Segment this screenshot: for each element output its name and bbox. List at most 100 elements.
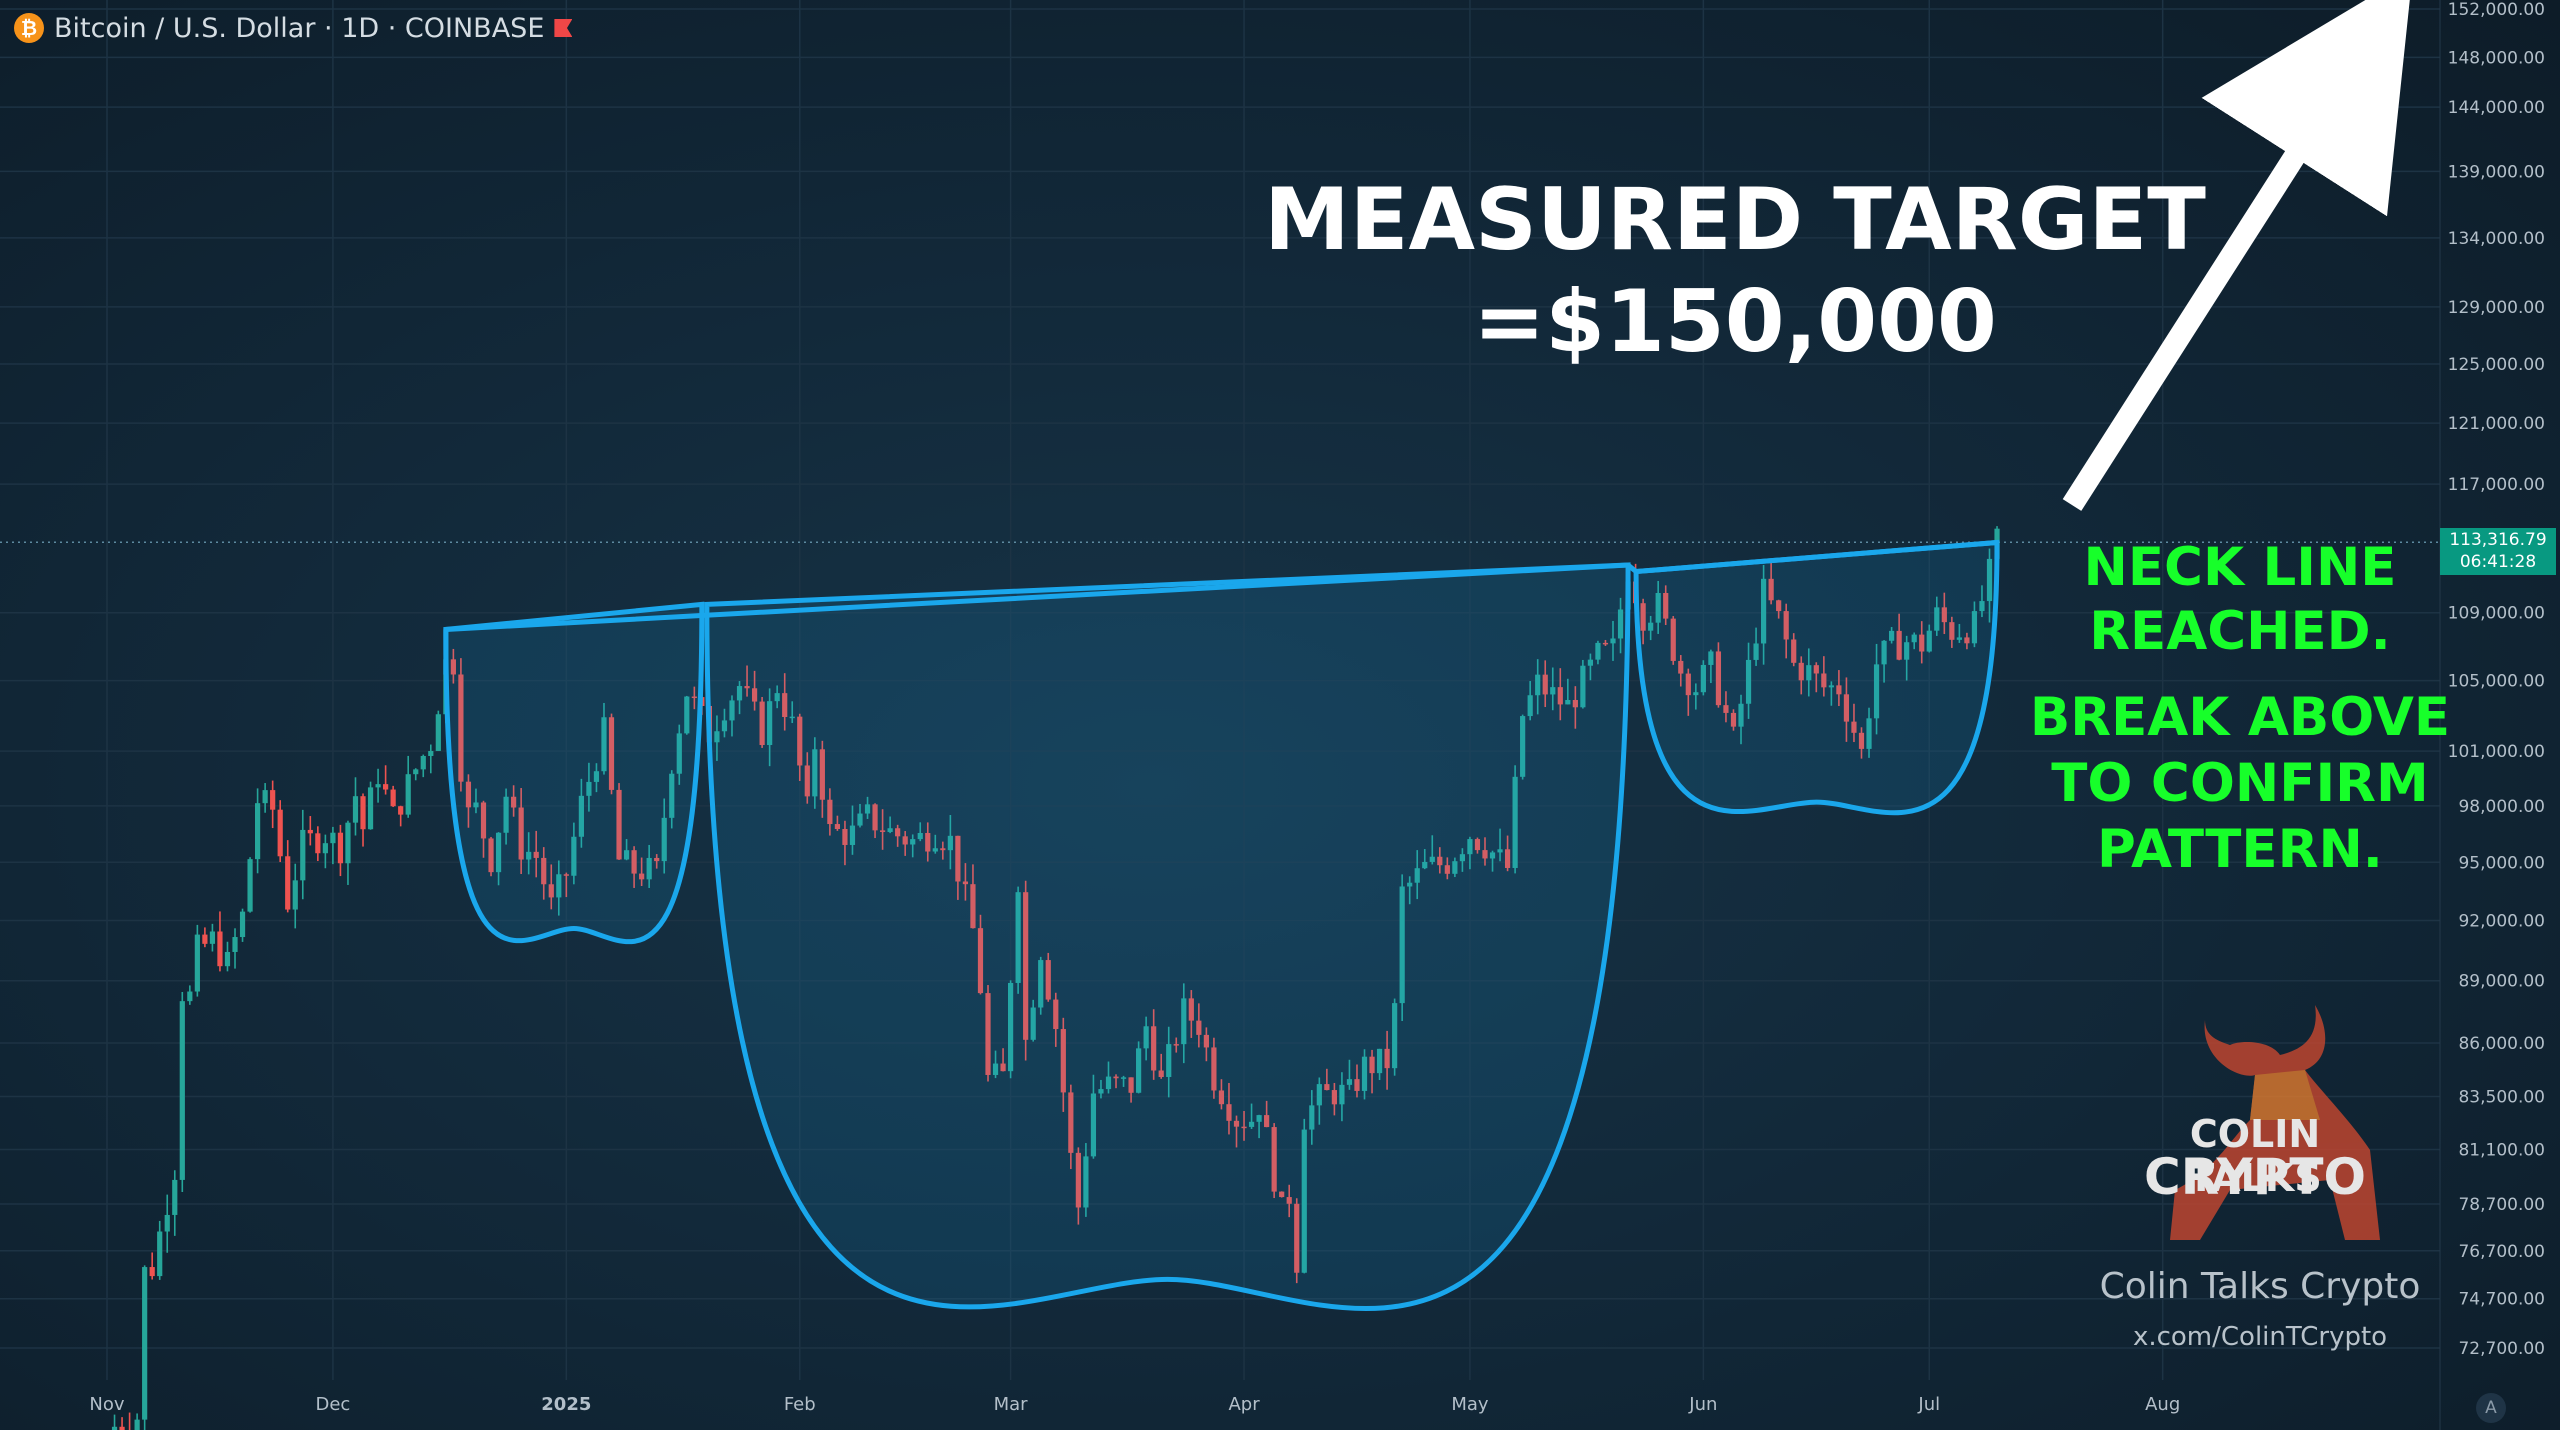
candle-body <box>849 825 856 845</box>
candle-body <box>1181 998 1187 1045</box>
candle-body <box>729 700 735 721</box>
candle-body <box>578 795 584 837</box>
candle-body <box>1610 638 1616 644</box>
candle-body <box>661 817 667 862</box>
flag-icon[interactable] <box>554 19 573 37</box>
x-tick-label: Dec <box>315 1394 350 1415</box>
candle-body <box>1798 662 1804 681</box>
y-tick-label: 144,000.00 <box>2448 98 2545 118</box>
candle-body <box>1663 592 1669 619</box>
candle-body <box>1075 1152 1081 1208</box>
candle-body <box>179 1001 185 1180</box>
main-cup-bowl <box>704 562 1631 1311</box>
candle-body <box>1008 982 1014 1072</box>
y-tick-label: 74,700.00 <box>2458 1290 2545 1310</box>
candle-body <box>1776 600 1782 612</box>
watermark-name: Colin Talks Crypto <box>2099 1266 2421 1307</box>
candle-body <box>1023 892 1029 1040</box>
candle-body <box>1143 1026 1149 1049</box>
right-handle-bowl <box>1633 539 2000 816</box>
candle-body <box>1264 1115 1270 1128</box>
y-tick-label: 76,700.00 <box>2458 1242 2545 1262</box>
candle-body <box>1218 1090 1225 1105</box>
candle-body <box>270 790 276 810</box>
candle-body <box>1919 634 1925 652</box>
candle-body <box>1053 999 1059 1030</box>
x-tick-label: Nov <box>89 1394 124 1415</box>
candle-body <box>209 931 216 944</box>
symbol-title[interactable]: Bitcoin / U.S. Dollar · 1D · COINBASE <box>54 12 545 44</box>
candle-body <box>1407 882 1413 887</box>
candle-body <box>556 874 562 898</box>
candle-body <box>285 856 291 910</box>
candle-body <box>224 951 231 967</box>
candle-body <box>1843 694 1850 722</box>
candle-body <box>157 1231 163 1277</box>
candle-body <box>1565 700 1571 705</box>
candle-body <box>1685 673 1691 696</box>
candle-body <box>1173 1044 1179 1046</box>
candle-body <box>1354 1079 1360 1091</box>
y-tick-label: 139,000.00 <box>2448 162 2545 182</box>
candle-body <box>1045 960 1051 1000</box>
candle-body <box>1504 849 1511 868</box>
candle-body <box>1068 1092 1074 1153</box>
candle-body <box>1166 1044 1172 1077</box>
auto-scale-button[interactable]: A <box>2476 1393 2506 1423</box>
candle-body <box>390 789 396 807</box>
candle-body <box>789 716 795 719</box>
logo-text-line1: COLIN TALKS <box>2188 1112 2322 1200</box>
bitcoin-icon: ₿ <box>14 13 44 43</box>
break-callout-line2: TO CONFIRM <box>2051 753 2429 814</box>
candle-body <box>879 830 886 832</box>
symbol-header[interactable]: ₿ Bitcoin / U.S. Dollar · 1D · COINBASE <box>14 10 573 46</box>
candle-body <box>1655 592 1661 623</box>
candle-body <box>1745 659 1752 704</box>
candle-body <box>142 1267 148 1420</box>
candle-body <box>518 807 524 860</box>
candle-body <box>134 1419 140 1430</box>
candle-body <box>164 1214 170 1232</box>
candle-body <box>834 824 841 829</box>
y-tick-label: 81,100.00 <box>2458 1140 2545 1160</box>
candle-body <box>1030 1007 1036 1040</box>
y-tick-label: 83,500.00 <box>2458 1088 2545 1108</box>
candle-body <box>1572 700 1578 708</box>
candle-body <box>1226 1104 1232 1121</box>
candle-body <box>1640 603 1646 631</box>
x-tick-label: Feb <box>784 1394 816 1415</box>
candle-body <box>1542 674 1548 695</box>
neckline-callout-line1: NECK LINE <box>2083 537 2397 598</box>
candle-body <box>202 934 208 944</box>
candle-body <box>782 693 788 718</box>
candle-body <box>322 843 328 854</box>
candle-body <box>608 717 615 790</box>
candle-body <box>194 934 200 992</box>
candle-body <box>1873 664 1880 719</box>
candle-body <box>977 928 984 994</box>
candle-body <box>962 881 969 885</box>
candle-body <box>111 1426 118 1430</box>
candle-body <box>1241 1126 1247 1129</box>
candle-body <box>774 693 780 702</box>
candle-body <box>1512 776 1518 868</box>
y-tick-label: 105,000.00 <box>2448 672 2545 692</box>
break-callout-line1: BREAK ABOVE <box>2029 687 2451 748</box>
candle-body <box>1324 1084 1330 1091</box>
candle-body <box>593 771 600 782</box>
candle-body <box>1000 1063 1006 1072</box>
cup-handle-pattern <box>443 539 2000 1311</box>
candle-body <box>1444 865 1450 874</box>
candle-body <box>797 716 803 766</box>
candle-body <box>1753 643 1759 660</box>
candle-body <box>1136 1048 1142 1093</box>
x-tick-label: Aug <box>2145 1394 2180 1415</box>
candle-body <box>751 688 758 702</box>
candle-body <box>812 749 818 797</box>
candle-body <box>857 813 863 826</box>
candle-body <box>337 832 344 864</box>
candle-body <box>375 784 381 788</box>
candle-body <box>450 659 456 675</box>
y-tick-label: 134,000.00 <box>2448 229 2545 249</box>
